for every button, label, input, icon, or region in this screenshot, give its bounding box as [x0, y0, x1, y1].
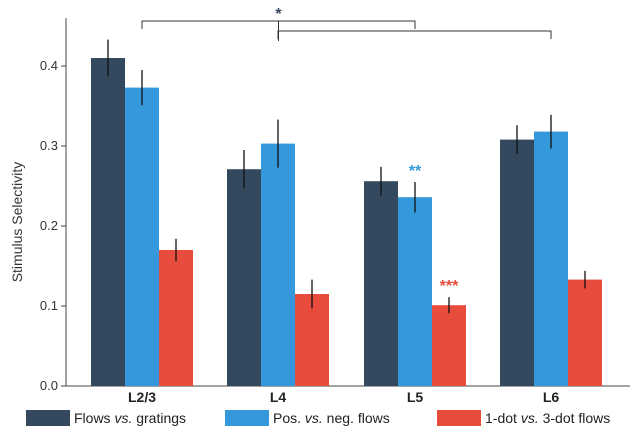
legend-swatch-pos-vs-neg-flows	[225, 410, 269, 426]
legend-label: 1-dot vs. 3-dot flows	[485, 410, 611, 426]
y-tick-label: 0.0	[40, 378, 58, 393]
comparison-bracket	[277, 30, 552, 39]
category-label: L6	[543, 389, 560, 405]
legend-item-flows-vs-gratings: Flows vs. gratings	[26, 410, 186, 426]
bar-l23-series-0	[91, 58, 125, 386]
bar-l4-series-1	[261, 143, 295, 386]
bar-l4-series-0	[227, 169, 261, 386]
legend-label: Flows vs. gratings	[74, 410, 187, 426]
legend-swatch-flows-vs-gratings	[26, 410, 70, 426]
category-label: L4	[270, 389, 287, 405]
bar-l23-series-2	[159, 250, 193, 386]
bar-l6-series-2	[568, 279, 602, 386]
significance-label: ***	[440, 278, 459, 295]
legend-item-pos-vs-neg-flows: Pos. vs. neg. flows	[225, 410, 390, 426]
bar-l5-series-1	[398, 197, 432, 386]
significance-label: *	[275, 6, 282, 23]
legend-item-1dot-vs-3dot-flows: 1-dot vs. 3-dot flows	[437, 410, 610, 426]
category-label: L2/3	[128, 389, 156, 405]
y-axis-title: Stimulus Selectivity	[9, 162, 25, 283]
bar-l6-series-1	[534, 131, 568, 386]
bar-chart: 0.0 0.1 0.2 0.3 0.4 Stimulus Selectivity L2/3 L…	[9, 6, 630, 405]
legend: Flows vs. gratings Pos. vs. neg. flows 1…	[0, 408, 642, 430]
y-tick-label: 0.4	[40, 58, 58, 73]
category-label: L5	[407, 389, 424, 405]
legend-label: Pos. vs. neg. flows	[273, 410, 390, 426]
y-tick-label: 0.1	[40, 298, 58, 313]
significance-label: **	[409, 163, 422, 180]
bar-l5-series-0	[364, 181, 398, 386]
bar-l5-series-2	[432, 305, 466, 386]
y-tick-label: 0.3	[40, 138, 58, 153]
y-tick-label: 0.2	[40, 218, 58, 233]
legend-swatch-1dot-vs-3dot-flows	[437, 410, 481, 426]
bar-l23-series-1	[125, 87, 159, 386]
bar-l4-series-2	[295, 294, 329, 386]
bar-l6-series-0	[500, 139, 534, 386]
